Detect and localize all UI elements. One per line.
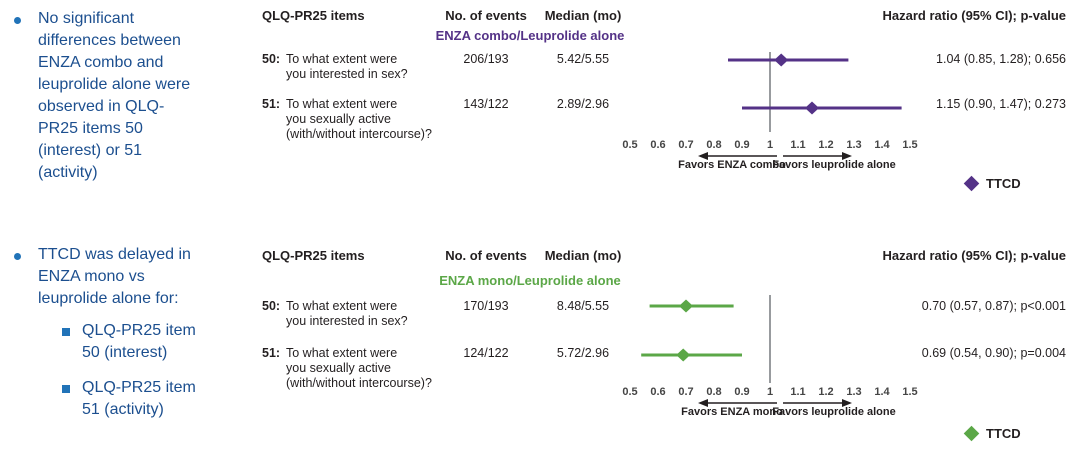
forest-plot-enza-mono: 0.5 0.6 0.7 0.8 0.9 1 1.1 1.2 1.3 1.4 1.5 Favors EN… (622, 295, 918, 418)
bullet-dot-icon (14, 253, 21, 260)
item-51-median: 2.89/2.96 (556, 97, 610, 111)
svg-text:Favors leuprolide alone: Favors leuprolide alone (772, 159, 895, 171)
item-51-events: 143/122 (463, 97, 509, 111)
item-50-median: 5.42/5.55 (556, 52, 610, 66)
svg-text:1.1: 1.1 (790, 139, 805, 151)
square-bullet-icon (62, 385, 70, 393)
svg-text:0.8: 0.8 (706, 386, 721, 398)
column-header-median: Median (mo) (544, 8, 622, 23)
ttcd-diamond-icon (963, 425, 980, 442)
item-51-median: 5.72/2.96 (556, 346, 610, 360)
svg-text:1.5: 1.5 (902, 139, 917, 151)
svg-text:0.6: 0.6 (650, 386, 665, 398)
legend-ttcd: TTCD (963, 175, 1021, 192)
svg-text:Favors ENZA mono: Favors ENZA mono (681, 406, 783, 418)
column-header-hazard-ratio: Hazard ratio (95% CI); p-value (882, 248, 1067, 263)
item-50-hazard-ratio: 0.70 (0.57, 0.87); p<0.001 (921, 299, 1066, 313)
item-51-hazard-ratio: 1.15 (0.90, 1.47); 0.273 (936, 97, 1066, 111)
panel-subtitle: ENZA combo/Leuprolide alone (435, 28, 625, 43)
bullet-text: No significant differences between ENZA … (38, 10, 191, 181)
svg-text:1.4: 1.4 (874, 139, 890, 151)
bullet-ttcd-delayed: TTCD was delayed in ENZA mono vs leuprol… (14, 244, 258, 310)
svg-text:0.9: 0.9 (734, 139, 749, 151)
svg-text:1.2: 1.2 (818, 386, 833, 398)
item-50-events: 206/193 (463, 52, 509, 66)
forest-panel-enza-combo: QLQ-PR25 items No. of events Median (mo)… (260, 0, 1080, 232)
panel-subtitle: ENZA mono/Leuprolide alone (439, 273, 621, 288)
svg-text:Favors ENZA combo: Favors ENZA combo (678, 159, 786, 171)
svg-text:0.7: 0.7 (678, 386, 693, 398)
svg-text:0.5: 0.5 (622, 386, 637, 398)
svg-text:1: 1 (767, 139, 773, 151)
item-51-events: 124/122 (463, 346, 509, 360)
svg-text:1.2: 1.2 (818, 139, 833, 151)
svg-text:1.5: 1.5 (902, 386, 917, 398)
legend-label: TTCD (986, 426, 1021, 441)
bullet-dot-icon (14, 17, 21, 24)
svg-text:0.7: 0.7 (678, 139, 693, 151)
item-50-events: 170/193 (463, 299, 509, 313)
svg-text:0.8: 0.8 (706, 139, 721, 151)
square-bullet-icon (62, 328, 70, 336)
sub-bullet-text: QLQ-PR25 item 50 (interest) (82, 322, 196, 361)
svg-text:Favors leuprolide alone: Favors leuprolide alone (772, 406, 895, 418)
bullet-text: TTCD was delayed in ENZA mono vs leuprol… (38, 246, 191, 307)
bullet-no-significant-differences: No significant differences between ENZA … (14, 8, 258, 184)
svg-text:1.4: 1.4 (874, 386, 890, 398)
legend-ttcd: TTCD (963, 425, 1021, 442)
item-51-hazard-ratio: 0.69 (0.54, 0.90); p=0.004 (921, 346, 1066, 360)
column-header-items: QLQ-PR25 items (262, 248, 365, 263)
legend-label: TTCD (986, 176, 1021, 191)
forest-plot-enza-combo: 0.5 0.6 0.7 0.8 0.9 1 1.1 1.2 1.3 1.4 1.5 Favors EN… (622, 52, 918, 171)
column-header-events: No. of events (445, 248, 527, 263)
sub-bullet-text: QLQ-PR25 item 51 (activity) (82, 379, 196, 418)
column-header-hazard-ratio: Hazard ratio (95% CI); p-value (882, 8, 1067, 23)
column-header-median: Median (mo) (544, 248, 622, 263)
svg-text:1.3: 1.3 (846, 139, 861, 151)
item-51-label: 51: To what extent were you sexually acti… (262, 346, 432, 390)
svg-text:1.1: 1.1 (790, 386, 805, 398)
svg-text:0.9: 0.9 (734, 386, 749, 398)
svg-text:0.5: 0.5 (622, 139, 637, 151)
sub-bullet-item-51: QLQ-PR25 item 51 (activity) (62, 377, 252, 421)
item-50-hazard-ratio: 1.04 (0.85, 1.28); 0.656 (936, 52, 1066, 66)
svg-text:1.3: 1.3 (846, 386, 861, 398)
item-50-label: 50: To what extent were you interested in… (262, 52, 408, 81)
column-header-items: QLQ-PR25 items (262, 8, 365, 23)
svg-text:0.6: 0.6 (650, 139, 665, 151)
sub-bullet-item-50: QLQ-PR25 item 50 (interest) (62, 320, 252, 364)
svg-text:1: 1 (767, 386, 773, 398)
forest-panel-enza-mono: QLQ-PR25 items No. of events Median (mo)… (260, 240, 1080, 452)
item-50-median: 8.48/5.55 (556, 299, 610, 313)
column-header-events: No. of events (445, 8, 527, 23)
item-50-label: 50: To what extent were you interested in… (262, 299, 408, 328)
item-51-label: 51: To what extent were you sexually acti… (262, 97, 432, 141)
ttcd-diamond-icon (963, 175, 980, 192)
